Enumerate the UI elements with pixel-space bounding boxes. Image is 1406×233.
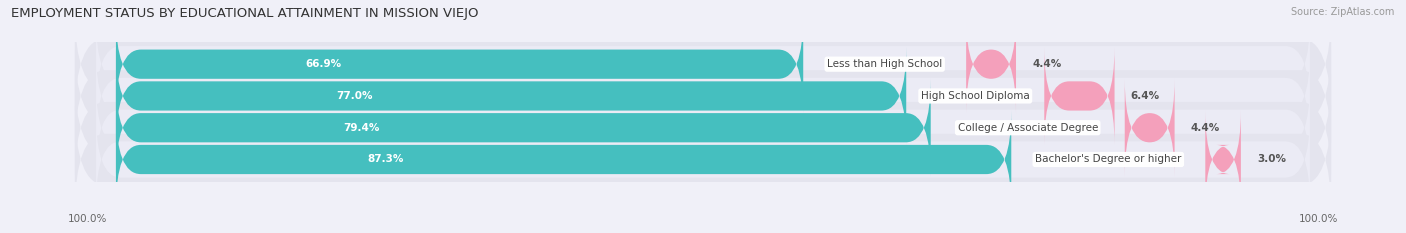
FancyBboxPatch shape <box>75 42 1331 150</box>
Text: High School Diploma: High School Diploma <box>921 91 1029 101</box>
FancyBboxPatch shape <box>1205 111 1241 209</box>
FancyBboxPatch shape <box>75 10 1331 118</box>
Text: Source: ZipAtlas.com: Source: ZipAtlas.com <box>1291 7 1395 17</box>
Text: 77.0%: 77.0% <box>336 91 373 101</box>
Text: 3.0%: 3.0% <box>1257 154 1286 164</box>
FancyBboxPatch shape <box>115 47 907 145</box>
FancyBboxPatch shape <box>96 114 1310 205</box>
Legend: In Labor Force, Unemployed: In Labor Force, Unemployed <box>609 231 797 233</box>
Text: Less than High School: Less than High School <box>827 59 942 69</box>
Text: 6.4%: 6.4% <box>1130 91 1160 101</box>
Text: EMPLOYMENT STATUS BY EDUCATIONAL ATTAINMENT IN MISSION VIEJO: EMPLOYMENT STATUS BY EDUCATIONAL ATTAINM… <box>11 7 479 20</box>
FancyBboxPatch shape <box>96 19 1310 110</box>
FancyBboxPatch shape <box>966 15 1017 113</box>
FancyBboxPatch shape <box>1045 47 1115 145</box>
Text: 100.0%: 100.0% <box>1299 214 1339 224</box>
Text: College / Associate Degree: College / Associate Degree <box>957 123 1098 133</box>
Text: 66.9%: 66.9% <box>305 59 342 69</box>
FancyBboxPatch shape <box>115 111 1011 209</box>
FancyBboxPatch shape <box>1125 79 1174 177</box>
Text: 4.4%: 4.4% <box>1032 59 1062 69</box>
FancyBboxPatch shape <box>115 15 803 113</box>
Text: 79.4%: 79.4% <box>343 123 380 133</box>
Text: Bachelor's Degree or higher: Bachelor's Degree or higher <box>1035 154 1181 164</box>
FancyBboxPatch shape <box>115 79 931 177</box>
FancyBboxPatch shape <box>96 82 1310 173</box>
Text: 100.0%: 100.0% <box>67 214 107 224</box>
FancyBboxPatch shape <box>75 74 1331 182</box>
FancyBboxPatch shape <box>96 51 1310 141</box>
Text: 4.4%: 4.4% <box>1191 123 1220 133</box>
Text: 87.3%: 87.3% <box>367 154 404 164</box>
FancyBboxPatch shape <box>75 106 1331 213</box>
